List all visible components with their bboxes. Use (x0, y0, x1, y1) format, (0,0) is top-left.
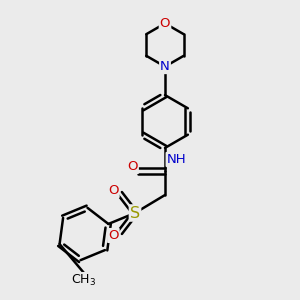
Text: O: O (127, 160, 138, 173)
Text: CH$_3$: CH$_3$ (71, 273, 97, 288)
Text: O: O (108, 184, 119, 197)
Text: O: O (160, 17, 170, 30)
Text: NH: NH (167, 153, 186, 166)
Text: O: O (108, 229, 119, 242)
Text: N: N (160, 60, 170, 73)
Text: S: S (130, 206, 140, 220)
